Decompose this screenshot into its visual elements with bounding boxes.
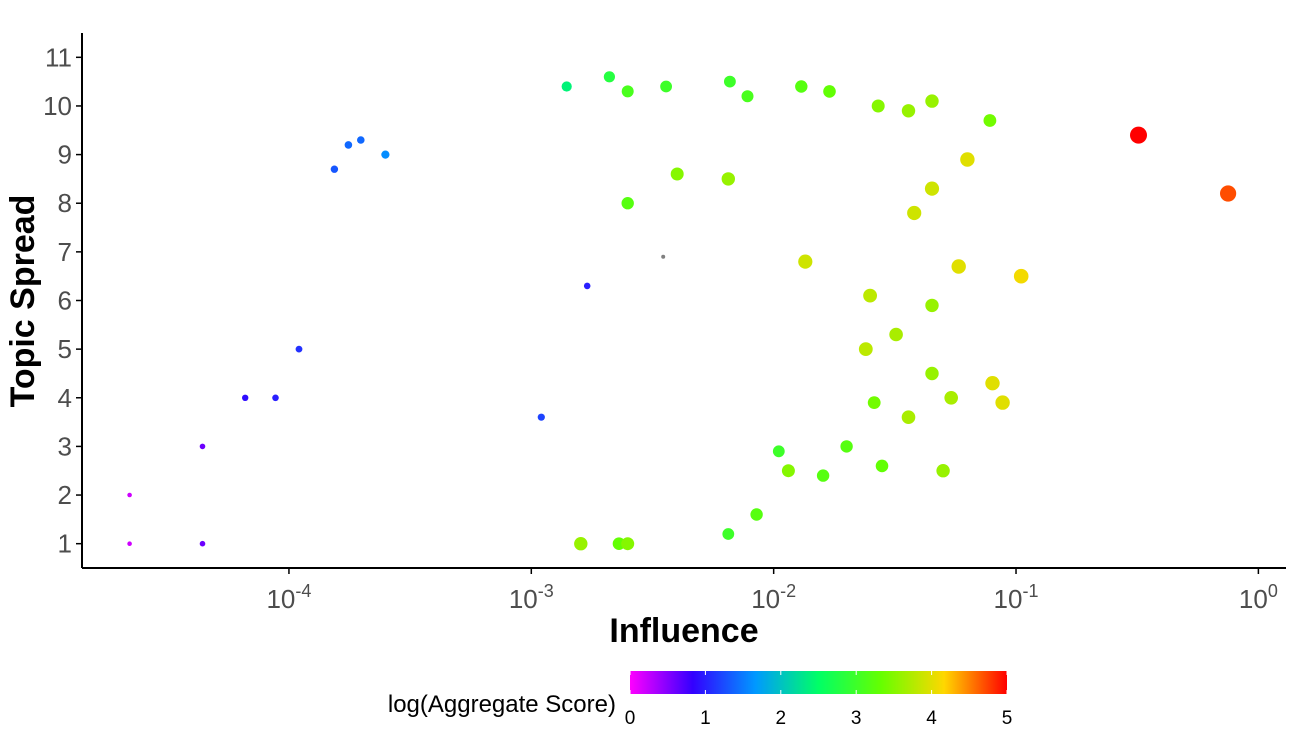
data-point (670, 167, 684, 181)
x-axis-label: Influence (609, 612, 758, 650)
data-point (875, 459, 889, 473)
data-point (985, 376, 1000, 391)
legend-title: log(Aggregate Score) (388, 691, 616, 718)
data-point (1013, 268, 1029, 284)
data-point (330, 165, 339, 173)
y-tick-label: 2 (58, 480, 72, 510)
data-point (621, 197, 634, 210)
data-point (750, 508, 763, 521)
data-point (889, 327, 903, 342)
points-layer (127, 71, 1237, 551)
data-point (621, 85, 634, 98)
y-tick-label: 1 (58, 529, 72, 559)
data-point (127, 492, 132, 498)
data-point (724, 75, 736, 88)
data-point (795, 80, 808, 93)
data-point (741, 90, 754, 103)
y-tick-label: 10 (43, 91, 72, 121)
y-tick-label: 3 (58, 431, 72, 461)
data-point (381, 150, 390, 159)
data-point (960, 152, 975, 167)
data-point (127, 541, 132, 546)
data-point (660, 80, 672, 93)
legend-tick-label: 0 (625, 708, 636, 729)
data-point (924, 181, 940, 196)
data-point (798, 254, 813, 269)
data-point (907, 205, 922, 221)
data-point (583, 282, 591, 290)
y-tick-label: 4 (58, 383, 72, 413)
x-tick-label: 10-2 (751, 581, 796, 614)
data-point (867, 396, 881, 409)
y-tick-label: 5 (58, 334, 72, 364)
data-point (272, 394, 279, 402)
legend-tick-label: 4 (926, 708, 937, 729)
x-ticks-layer: 10-4 10-3 10-2 10-1 100 (266, 568, 1278, 614)
data-point (871, 99, 885, 113)
data-point (1130, 126, 1147, 144)
data-point (901, 410, 916, 425)
data-point (858, 342, 873, 356)
data-point (925, 366, 939, 381)
data-point (816, 469, 830, 482)
data-point (722, 528, 735, 540)
y-tick-label: 7 (58, 237, 72, 267)
data-point (574, 537, 588, 551)
x-tick-label: 10-4 (266, 581, 311, 614)
legend-tick-label: 3 (851, 708, 862, 729)
data-point (901, 104, 916, 118)
x-tick-label: 100 (1239, 581, 1278, 614)
legend-colorbar (630, 671, 1007, 694)
data-point (661, 254, 666, 259)
x-tick-label: 10-3 (509, 581, 554, 614)
y-ticks-layer: 1 2 3 4 5 6 7 8 9 10 11 (43, 42, 82, 559)
data-point (199, 540, 206, 547)
data-point (199, 443, 206, 450)
y-axis-label: Topic Spread (4, 195, 42, 408)
data-point (925, 298, 939, 313)
data-point (537, 413, 545, 421)
data-point (721, 172, 735, 186)
data-point (840, 440, 853, 453)
data-point (242, 394, 249, 401)
data-point (295, 345, 303, 353)
data-point (925, 94, 939, 108)
data-point (603, 71, 616, 83)
x-tick-label: 10-1 (994, 581, 1039, 614)
y-tick-label: 11 (45, 42, 72, 72)
data-point (344, 141, 353, 149)
legend-ticks-layer: 0 1 2 3 4 5 (625, 671, 1013, 729)
data-point (823, 85, 836, 98)
data-point (995, 395, 1010, 410)
data-point (561, 81, 572, 92)
data-point (936, 464, 950, 478)
legend-tick-label: 5 (1002, 708, 1013, 729)
data-point (1220, 185, 1237, 202)
y-tick-label: 8 (58, 188, 72, 218)
legend-tick-label: 2 (776, 708, 787, 729)
data-point (983, 114, 997, 127)
data-point (781, 464, 795, 478)
y-tick-label: 9 (58, 140, 72, 170)
y-tick-label: 6 (58, 286, 72, 316)
data-point (621, 537, 635, 551)
data-point (772, 445, 785, 458)
data-point (944, 391, 958, 405)
data-point (357, 136, 365, 144)
data-point (863, 288, 877, 303)
legend-tick-label: 1 (700, 708, 711, 729)
data-point (951, 259, 966, 274)
